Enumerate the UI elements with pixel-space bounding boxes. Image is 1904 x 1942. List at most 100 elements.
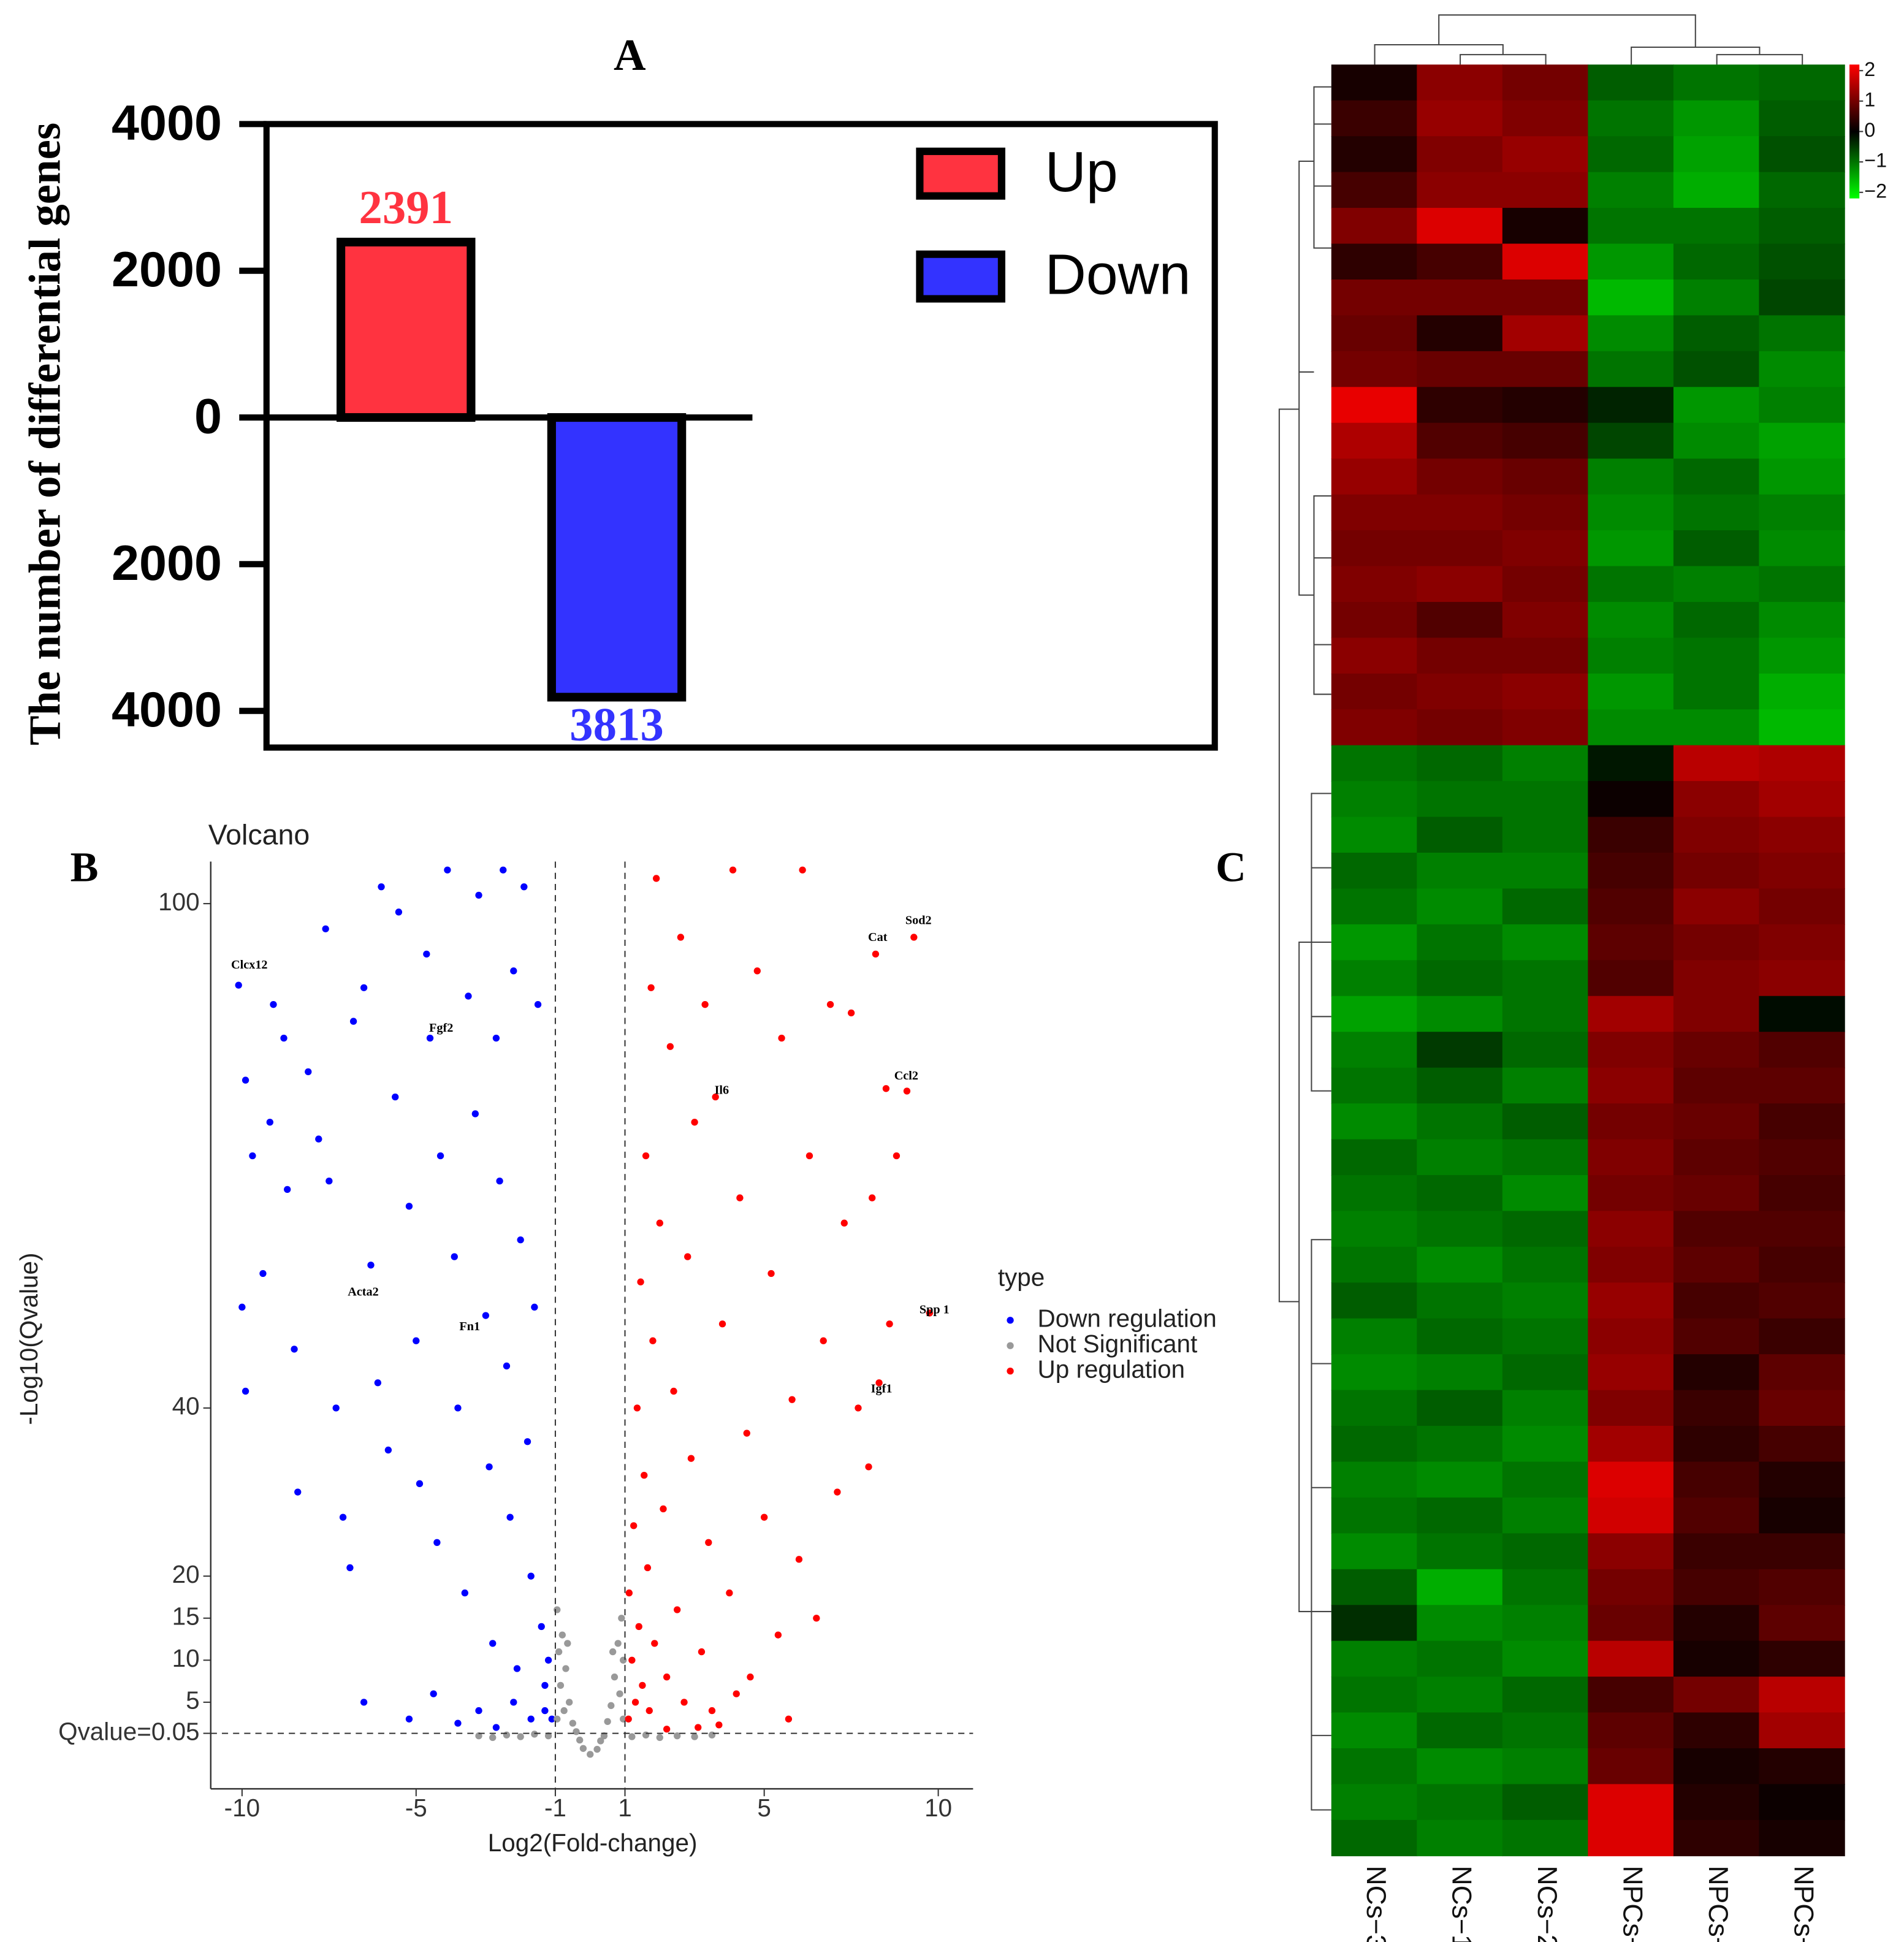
- heatmap-cell: [1588, 243, 1674, 280]
- heatmap-cell: [1673, 1819, 1760, 1857]
- heatmap-cell: [1759, 494, 1845, 531]
- legend-swatch: [916, 250, 1005, 303]
- heatmap-cell: [1331, 1819, 1418, 1857]
- data-point: [259, 1270, 267, 1278]
- heatmap-cell: [1759, 459, 1845, 495]
- data-point: [651, 1640, 658, 1647]
- heatmap-cell: [1759, 530, 1845, 567]
- x-tick-label: -5: [405, 1794, 427, 1822]
- heatmap-cell: [1502, 1426, 1589, 1463]
- data-point: [496, 1177, 503, 1185]
- x-tick-label: 1: [618, 1794, 632, 1822]
- heatmap-cell: [1588, 888, 1674, 925]
- bar: [337, 237, 476, 422]
- heatmap-cell: [1331, 566, 1418, 603]
- heatmap-cell: [1588, 781, 1674, 818]
- heatmap-cell: [1588, 351, 1674, 388]
- heatmap-cell: [1759, 1533, 1845, 1570]
- heatmap-cell: [1331, 1282, 1418, 1319]
- heatmap-cell: [1331, 422, 1418, 459]
- data-point: [641, 1471, 648, 1479]
- heatmap-cell: [1502, 100, 1589, 137]
- heatmap-cell: [1588, 530, 1674, 567]
- data-point: [778, 1034, 785, 1042]
- heatmap-cell: [1417, 351, 1503, 388]
- heatmap-cell: [1331, 315, 1418, 352]
- heatmap-cell: [1502, 530, 1589, 567]
- gene-annotation: Igf1: [871, 1382, 893, 1395]
- heatmap-cell: [1417, 422, 1503, 459]
- data-point: [628, 1656, 636, 1664]
- data-point: [430, 1690, 437, 1697]
- legend-marker: [1007, 1367, 1014, 1375]
- heatmap-cell: [1588, 1139, 1674, 1176]
- heatmap-cell: [1673, 136, 1760, 173]
- data-point: [633, 1404, 641, 1412]
- data-point: [564, 1640, 571, 1647]
- heatmap-cell: [1759, 1032, 1845, 1068]
- data-point: [826, 1001, 834, 1008]
- heatmap-cell: [1502, 888, 1589, 925]
- heatmap-cell: [1759, 1246, 1845, 1284]
- x-tick-label: 5: [757, 1794, 771, 1822]
- heatmap-cell: [1759, 1712, 1845, 1749]
- heatmap-cell: [1673, 1461, 1760, 1498]
- gene-annotation: Acta2: [348, 1285, 379, 1299]
- heatmap-cell: [1759, 1461, 1845, 1498]
- heatmap-cell: [1588, 1677, 1674, 1713]
- data-point: [326, 1177, 333, 1185]
- heatmap-cell: [1673, 1748, 1760, 1785]
- heatmap-cell: [1331, 1640, 1418, 1677]
- data-point: [705, 1539, 712, 1546]
- heatmap-cell: [1331, 208, 1418, 245]
- heatmap-cell: [1502, 673, 1589, 710]
- heatmap-cell: [1502, 1211, 1589, 1247]
- data-point: [520, 883, 528, 891]
- data-point: [465, 992, 472, 1000]
- heatmap-cell: [1588, 1748, 1674, 1785]
- heatmap-cell: [1673, 673, 1760, 710]
- y-tick-label: 2000: [112, 536, 222, 591]
- data-point: [691, 1733, 698, 1740]
- gene-annotation: Fn1: [459, 1320, 480, 1333]
- data-point: [541, 1681, 549, 1689]
- heatmap-cell: [1588, 422, 1674, 459]
- y-tick-label: 2000: [112, 242, 222, 297]
- heatmap-cell: [1759, 208, 1845, 245]
- heatmap-cell: [1673, 243, 1760, 280]
- heatmap-cell: [1417, 1533, 1503, 1570]
- heatmap-cell: [1331, 1497, 1418, 1534]
- heatmap-cell: [1502, 494, 1589, 531]
- y-tick-label: 4000: [112, 682, 222, 737]
- y-tick-label: 40: [172, 1392, 200, 1420]
- data-point: [416, 1480, 424, 1487]
- heatmap-cell: [1502, 315, 1589, 352]
- heatmap-cell: [1502, 601, 1589, 639]
- heatmap-cell: [1759, 817, 1845, 853]
- data-point: [426, 1034, 434, 1042]
- heatmap-cell: [1759, 1067, 1845, 1104]
- heatmap-cell: [1588, 1461, 1674, 1498]
- data-point: [471, 1110, 479, 1118]
- value-label: 2391: [359, 181, 453, 234]
- data-point: [339, 1514, 347, 1521]
- heatmap-cell: [1759, 1640, 1845, 1677]
- heatmap-cell: [1673, 459, 1760, 495]
- heatmap-cell: [1588, 817, 1674, 853]
- heatmap-cell: [1588, 924, 1674, 961]
- data-point: [534, 1001, 542, 1008]
- data-point: [609, 1648, 617, 1656]
- heatmap-cell: [1588, 996, 1674, 1032]
- heatmap-cell: [1331, 100, 1418, 137]
- heatmap-cell: [1588, 136, 1674, 173]
- gene-annotation: Cat: [868, 931, 888, 944]
- data-point: [729, 866, 737, 874]
- value-label: 3813: [569, 699, 664, 751]
- heatmap-cell: [1673, 745, 1760, 782]
- data-point: [305, 1068, 312, 1076]
- data-point: [726, 1589, 733, 1597]
- panel-label: A: [614, 30, 646, 80]
- heatmap-cell: [1331, 1139, 1418, 1176]
- heatmap-cell: [1673, 1246, 1760, 1284]
